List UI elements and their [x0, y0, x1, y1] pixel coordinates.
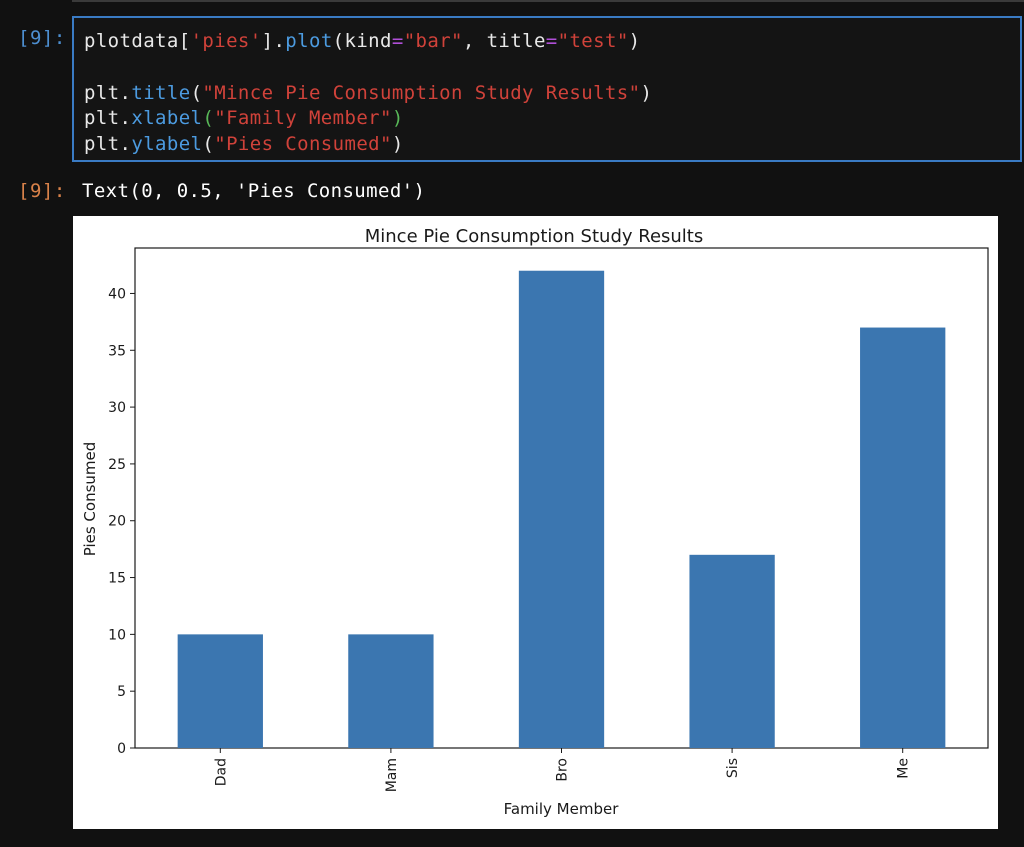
- code-token: ylabel: [131, 133, 203, 155]
- code-token: plt.: [84, 82, 132, 104]
- code-token: (kind: [332, 30, 392, 52]
- code-token: ): [640, 82, 653, 104]
- chart-title: Mince Pie Consumption Study Results: [365, 226, 704, 247]
- code-token: (: [202, 107, 215, 129]
- y-axis-label: Pies Consumed: [81, 442, 99, 557]
- code-line: plt.xlabel("Family Member"): [84, 107, 404, 129]
- y-tick-label: 35: [108, 343, 126, 359]
- chart-figure: Mince Pie Consumption Study Results 0 5 10…: [73, 216, 998, 829]
- code-token: 'pies': [190, 30, 262, 52]
- code-token: "test": [557, 30, 629, 52]
- bar-sis: [689, 554, 775, 748]
- y-tick-label: 25: [108, 457, 126, 473]
- code-token: (: [202, 133, 215, 155]
- y-tick-label: 20: [108, 514, 126, 530]
- code-token: title: [131, 82, 191, 104]
- code-token: =: [545, 30, 558, 52]
- y-tick-label: 30: [108, 400, 126, 416]
- code-line: plt.title("Mince Pie Consumption Study R…: [84, 82, 652, 104]
- code-token: ): [391, 133, 404, 155]
- code-token: "Mince Pie Consumption Study Results": [202, 82, 641, 104]
- code-token: "Family Member": [214, 107, 392, 129]
- bar-dad: [177, 634, 263, 748]
- bar-mam: [348, 634, 434, 748]
- x-tick-label: Bro: [555, 758, 571, 782]
- code-token: plt.: [84, 133, 132, 155]
- code-token: "Pies Consumed": [214, 133, 392, 155]
- code-token: plotdata[: [84, 30, 191, 52]
- bar-chart: Mince Pie Consumption Study Results 0 5 10…: [81, 226, 989, 818]
- x-tick-label: Me: [896, 758, 912, 779]
- code-line: plotdata['pies'].plot(kind="bar", title=…: [84, 30, 641, 52]
- code-token: ].: [261, 30, 286, 52]
- code-token: xlabel: [131, 107, 203, 129]
- output-prompt: [9]:: [18, 180, 66, 202]
- code-token: (: [190, 82, 203, 104]
- bar-me: [860, 327, 946, 748]
- x-tick-label: Dad: [213, 758, 229, 786]
- previous-cell-border: [72, 0, 1024, 2]
- x-axis-label: Family Member: [504, 800, 620, 818]
- y-tick-label: 15: [108, 571, 126, 587]
- output-text: Text(0, 0.5, 'Pies Consumed'): [82, 180, 426, 202]
- y-tick-label: 10: [108, 627, 126, 643]
- y-tick-label: 0: [117, 741, 126, 757]
- x-tick-label: Sis: [725, 758, 741, 778]
- code-token: =: [391, 30, 404, 52]
- input-prompt: [9]:: [18, 27, 66, 49]
- code-token: ): [628, 30, 641, 52]
- y-tick-label: 40: [108, 286, 126, 302]
- x-tick-label: Mam: [384, 758, 400, 792]
- bar-bro: [518, 270, 605, 748]
- code-cell[interactable]: plotdata['pies'].plot(kind="bar", title=…: [72, 16, 1022, 162]
- code-line: plt.ylabel("Pies Consumed"): [84, 133, 404, 155]
- code-token: plot: [285, 30, 333, 52]
- y-tick-label: 5: [117, 684, 126, 700]
- code-token: plt.: [84, 107, 132, 129]
- code-token: , title: [462, 30, 546, 52]
- code-token: ): [391, 107, 404, 129]
- code-token: "bar": [403, 30, 463, 52]
